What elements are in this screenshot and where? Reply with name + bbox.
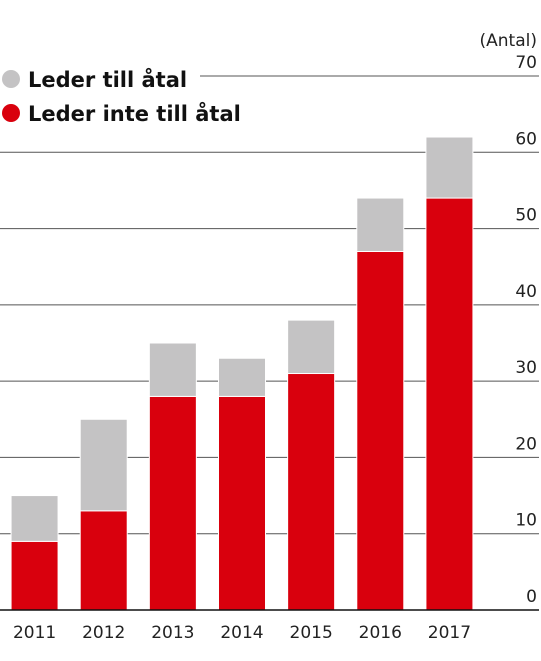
x-tick-label-2011: 2011 (13, 623, 56, 643)
y-tick-label-70: 70 (515, 53, 537, 73)
bar-2011-till-atal (10, 495, 59, 542)
bars (10, 136, 474, 611)
axes: 0 10 20 30 40 50 60 70 2011 2012 2013 2014 2015 2016 2… (0, 53, 539, 643)
bar-2014-till-atal (218, 357, 266, 397)
y-tick-label-50: 50 (515, 206, 537, 226)
unit-label: (Antal) (480, 31, 537, 51)
bar-2017-inte-till-atal (425, 197, 474, 611)
legend: Leder till åtal Leder inte till åtal (0, 58, 241, 130)
x-tick-label-2013: 2013 (151, 623, 194, 643)
legend-swatch-leder-inte-till-atal (2, 104, 20, 122)
legend-label-leder-inte-till-atal: Leder inte till åtal (28, 101, 241, 126)
y-tick-label-0: 0 (526, 587, 537, 607)
bar-2013-till-atal (148, 342, 197, 397)
bar-2011-inte-till-atal (10, 540, 59, 611)
legend-label-leder-till-atal: Leder till åtal (28, 67, 187, 92)
x-tick-label-2017: 2017 (428, 623, 471, 643)
x-tick-label-2015: 2015 (290, 623, 333, 643)
bar-2017-till-atal (425, 136, 474, 199)
y-tick-label-60: 60 (515, 129, 537, 149)
bar-2016-inte-till-atal (356, 250, 405, 611)
bar-2016-till-atal (356, 197, 405, 252)
legend-swatch-leder-till-atal (2, 70, 20, 88)
bar-2014-inte-till-atal (218, 395, 266, 611)
bar-2012-till-atal (79, 418, 128, 512)
bar-2015-till-atal (287, 319, 336, 375)
y-tick-label-40: 40 (515, 282, 537, 302)
bar-2015-inte-till-atal (287, 373, 336, 611)
y-tick-label-10: 10 (515, 511, 537, 531)
x-tick-label-2014: 2014 (220, 623, 263, 643)
bar-2012-inte-till-atal (79, 510, 128, 611)
x-tick-label-2016: 2016 (359, 623, 402, 643)
bar-2013-inte-till-atal (148, 395, 197, 611)
y-tick-label-30: 30 (515, 358, 537, 378)
legend-background (0, 58, 200, 130)
x-tick-label-2012: 2012 (82, 623, 125, 643)
y-tick-label-20: 20 (515, 434, 537, 454)
